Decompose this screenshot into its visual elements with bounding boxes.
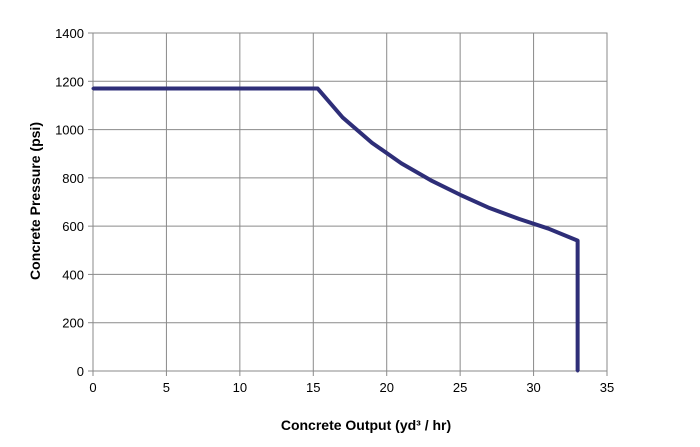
x-tick-label: 20 bbox=[379, 380, 393, 395]
x-tick-label: 5 bbox=[163, 380, 170, 395]
y-tick-label: 800 bbox=[62, 171, 84, 186]
x-tick-label: 30 bbox=[526, 380, 540, 395]
data-point bbox=[91, 87, 95, 91]
data-point bbox=[341, 116, 345, 119]
data-point bbox=[370, 141, 374, 145]
x-tick-label: 10 bbox=[233, 380, 247, 395]
y-tick-label: 0 bbox=[77, 364, 84, 379]
data-point bbox=[546, 227, 550, 231]
x-tick-label: 35 bbox=[600, 380, 614, 395]
data-point bbox=[517, 217, 521, 221]
x-tick-label: 15 bbox=[306, 380, 320, 395]
x-tick-label: 25 bbox=[453, 380, 467, 395]
y-tick-label: 400 bbox=[62, 267, 84, 282]
data-point bbox=[488, 206, 492, 210]
data-point bbox=[316, 87, 320, 91]
series-layer bbox=[91, 86, 580, 373]
data-point bbox=[458, 193, 462, 197]
data-point bbox=[576, 369, 580, 373]
y-tick-label: 600 bbox=[62, 219, 84, 234]
y-axis-title: Concrete Pressure (psi) bbox=[27, 122, 43, 280]
x-axis-title: Concrete Output (yd³ / hr) bbox=[281, 417, 451, 433]
plot-frame bbox=[88, 32, 608, 376]
y-tick-label: 1000 bbox=[55, 123, 84, 138]
data-point bbox=[429, 178, 433, 182]
series-line bbox=[93, 86, 580, 371]
plot-border bbox=[92, 32, 608, 372]
y-tick-labels: 0 200 400 600 800 1000 1200 1400 bbox=[55, 26, 84, 379]
y-tick-label: 1200 bbox=[55, 74, 84, 89]
data-point bbox=[576, 239, 580, 243]
y-tick-label: 200 bbox=[62, 316, 84, 331]
y-tick-label: 1400 bbox=[55, 26, 84, 41]
x-tick-labels: 0 5 10 15 20 25 30 35 bbox=[89, 380, 614, 395]
data-point bbox=[399, 161, 403, 165]
grid bbox=[92, 32, 608, 372]
x-tick-label: 0 bbox=[89, 380, 96, 395]
